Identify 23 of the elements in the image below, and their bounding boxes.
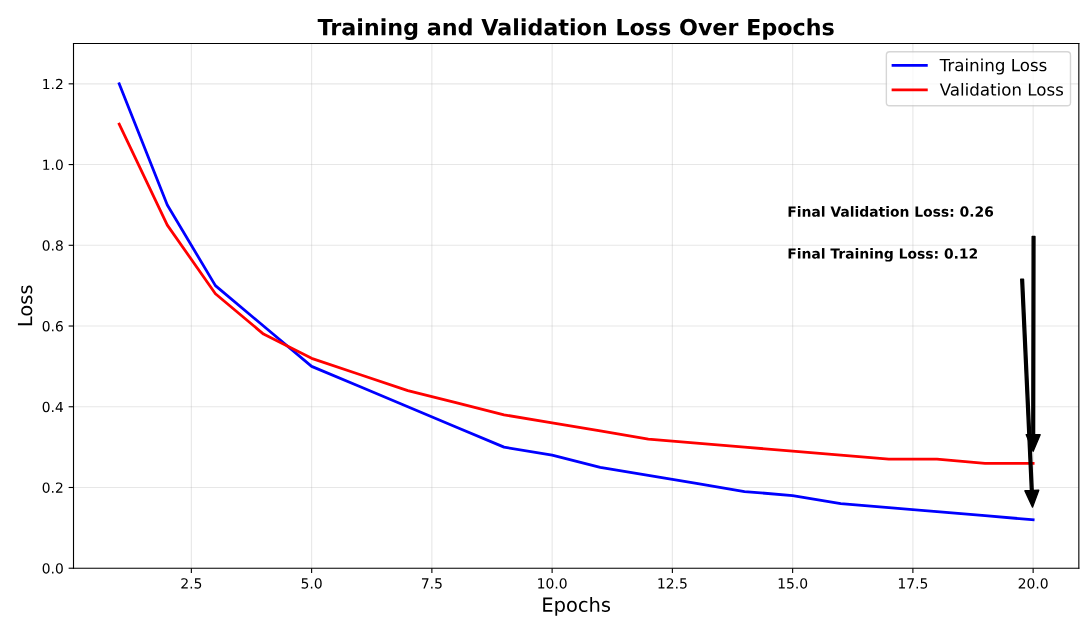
annotation: Final Training Loss: 0.12 bbox=[788, 248, 978, 262]
chart-title: Training and Validation Loss Over Epochs bbox=[317, 18, 834, 40]
y-tick-label: 0.4 bbox=[42, 401, 64, 413]
y-tick-label: 1.0 bbox=[43, 159, 63, 171]
legend-label: Validation Loss bbox=[939, 82, 1064, 96]
y-axis-title: Loss bbox=[17, 285, 33, 326]
y-tick-label: 0.0 bbox=[42, 563, 63, 574]
y-tick-label: 0.2 bbox=[42, 482, 63, 493]
annotation: Final Validation Loss: 0.26 bbox=[788, 206, 994, 217]
x-tick-label: 17.5 bbox=[898, 578, 928, 589]
x-tick-label: 2.5 bbox=[181, 578, 202, 589]
x-tick-label: 20.0 bbox=[1018, 578, 1048, 589]
y-tick-label: 0.6 bbox=[42, 320, 63, 332]
x-tick-label: 15.0 bbox=[778, 578, 808, 589]
x-tick-label: 12.5 bbox=[658, 578, 687, 589]
line-series bbox=[117, 122, 1035, 465]
x-tick-label: 7.5 bbox=[421, 578, 442, 589]
legend-label: Training Loss bbox=[939, 58, 1047, 75]
y-tick-label: 0.8 bbox=[42, 240, 63, 251]
x-tick-label: 5.0 bbox=[301, 578, 322, 589]
x-axis-title: Epochs bbox=[543, 596, 611, 616]
y-tick-label: 1.2 bbox=[43, 78, 63, 90]
x-tick-label: 10.0 bbox=[538, 578, 567, 589]
